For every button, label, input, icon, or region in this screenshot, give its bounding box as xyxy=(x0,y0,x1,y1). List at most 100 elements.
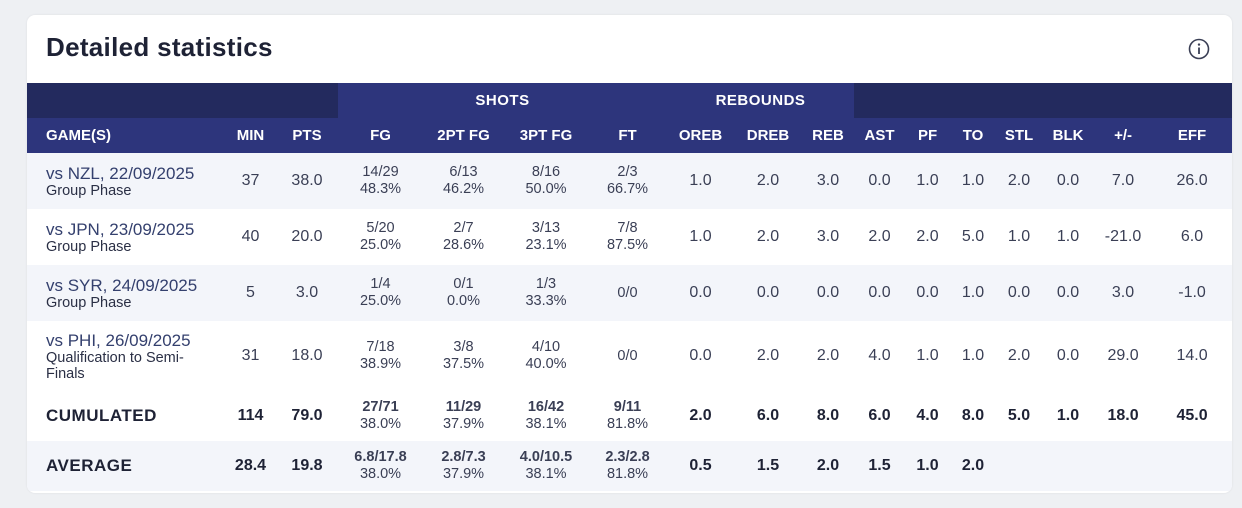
game-phase: Group Phase xyxy=(46,238,132,255)
min-cell: 28.4 xyxy=(225,441,276,491)
game-phase: Group Phase xyxy=(46,294,132,311)
plus-minus-cell: 18.0 xyxy=(1094,391,1153,441)
fg3-cell: 16/42 38.1% xyxy=(504,391,588,441)
fg2-made: 3/8 xyxy=(453,339,474,355)
to-cell: 5.0 xyxy=(950,209,997,265)
fg3-cell: 8/16 50.0% xyxy=(504,153,588,209)
ast-cell: 2.0 xyxy=(854,209,906,265)
reb-cell: 3.0 xyxy=(802,153,855,209)
fg3-pct: 40.0% xyxy=(525,356,567,372)
info-icon[interactable] xyxy=(1188,38,1210,60)
ft-cell: 9/11 81.8% xyxy=(588,391,667,441)
game-opponent[interactable]: vs NZL, 22/09/2025 xyxy=(46,163,195,183)
ft-pct: 66.7% xyxy=(606,181,649,197)
fg-pct: 25.0% xyxy=(359,237,402,253)
fg3-cell: 4.0/10.5 38.1% xyxy=(504,441,588,491)
game-opponent[interactable]: vs SYR, 24/09/2025 xyxy=(46,275,198,295)
game-phase: Qualification to Semi-Finals xyxy=(46,349,184,382)
min-cell: 31 xyxy=(225,321,276,391)
ft-cell: 0/0 xyxy=(588,321,667,391)
fg-cell: 6.8/17.8 38.0% xyxy=(338,441,423,491)
ft-made: 9/11 xyxy=(613,399,642,415)
dreb-cell: 0.0 xyxy=(734,265,802,321)
col-dreb: DREB xyxy=(734,118,802,153)
col-game: GAME(S) xyxy=(27,118,225,153)
eff-cell: 14.0 xyxy=(1152,321,1232,391)
ft-made: 2/3 xyxy=(617,164,638,180)
min-cell: 5 xyxy=(225,265,276,321)
ft-pct: 81.8% xyxy=(606,466,649,482)
game-cell: vs SYR, 24/09/2025 Group Phase xyxy=(27,265,225,321)
col-stl: STL xyxy=(996,118,1043,153)
fg-cell: 1/4 25.0% xyxy=(338,265,423,321)
cumulated-label: CUMULATED xyxy=(27,391,225,441)
to-cell: 8.0 xyxy=(950,391,997,441)
stl-cell: 0.0 xyxy=(996,265,1043,321)
fg-cell: 14/29 48.3% xyxy=(338,153,423,209)
header-group-row: SHOTS REBOUNDS xyxy=(27,83,1232,118)
to-cell: 1.0 xyxy=(950,153,997,209)
fg2-pct: 0.0% xyxy=(446,293,481,309)
header-group-rebounds: REBOUNDS xyxy=(667,83,855,118)
game-cell: vs NZL, 22/09/2025 Group Phase xyxy=(27,153,225,209)
fg3-made: 4.0/10.5 xyxy=(519,449,573,465)
fg-made: 1/4 xyxy=(370,276,391,292)
ft-made: 7/8 xyxy=(617,220,638,236)
stl-cell: 2.0 xyxy=(996,153,1043,209)
pf-cell: 1.0 xyxy=(905,153,951,209)
pts-cell: 20.0 xyxy=(276,209,338,265)
fg-cell: 27/71 38.0% xyxy=(338,391,423,441)
fg2-pct: 46.2% xyxy=(442,181,485,197)
pf-cell: 2.0 xyxy=(905,209,951,265)
dreb-cell: 2.0 xyxy=(734,321,802,391)
fg2-made: 2.8/7.3 xyxy=(441,449,486,465)
blk-cell: 0.0 xyxy=(1042,265,1095,321)
to-cell: 2.0 xyxy=(950,441,997,491)
reb-cell: 2.0 xyxy=(802,441,855,491)
table-row: vs NZL, 22/09/2025 Group Phase 37 38.0 1… xyxy=(27,153,1232,209)
oreb-cell: 0.5 xyxy=(667,441,734,491)
fg2-made: 6/13 xyxy=(449,164,478,180)
fg3-made: 1/3 xyxy=(535,276,557,292)
blk-cell: 1.0 xyxy=(1042,209,1095,265)
ast-cell: 6.0 xyxy=(854,391,906,441)
blk-cell: 0.0 xyxy=(1042,321,1095,391)
eff-cell: 6.0 xyxy=(1152,209,1232,265)
fg-pct: 38.0% xyxy=(359,416,402,432)
oreb-cell: 0.0 xyxy=(667,265,734,321)
fg2-pct: 37.9% xyxy=(442,416,485,432)
cumulated-row: CUMULATED 114 79.0 27/71 38.0% 11/29 37.9%… xyxy=(27,391,1232,441)
fg2-made: 2/7 xyxy=(453,220,474,236)
stl-cell: 5.0 xyxy=(996,391,1043,441)
ft-pct: 81.8% xyxy=(606,416,649,432)
fg-cell: 5/20 25.0% xyxy=(338,209,423,265)
game-cell: vs PHI, 26/09/2025 Qualification to Semi… xyxy=(27,321,225,391)
blk-cell xyxy=(1042,441,1095,491)
eff-cell: -1.0 xyxy=(1152,265,1232,321)
col-min: MIN xyxy=(225,118,276,153)
col-ast: AST xyxy=(854,118,906,153)
fg-pct: 38.9% xyxy=(359,356,402,372)
stl-cell xyxy=(996,441,1043,491)
fg-pct: 25.0% xyxy=(359,293,402,309)
game-opponent[interactable]: vs PHI, 26/09/2025 xyxy=(46,330,191,350)
column-header-row: GAME(S) MIN PTS FG 2PT FG 3PT FG FT OREB… xyxy=(27,118,1232,153)
eff-cell: 26.0 xyxy=(1152,153,1232,209)
game-phase: Group Phase xyxy=(46,182,132,199)
oreb-cell: 0.0 xyxy=(667,321,734,391)
stl-cell: 2.0 xyxy=(996,321,1043,391)
fg-cell: 7/18 38.9% xyxy=(338,321,423,391)
fg2-cell: 2.8/7.3 37.9% xyxy=(423,441,504,491)
min-cell: 40 xyxy=(225,209,276,265)
pts-cell: 3.0 xyxy=(276,265,338,321)
fg2-pct: 37.9% xyxy=(442,466,485,482)
ast-cell: 1.5 xyxy=(854,441,906,491)
fg-pct: 38.0% xyxy=(359,466,402,482)
fg3-made: 3/13 xyxy=(531,220,561,236)
col-pf: PF xyxy=(905,118,951,153)
game-opponent[interactable]: vs JPN, 23/09/2025 xyxy=(46,219,195,239)
fg3-pct: 50.0% xyxy=(525,181,567,197)
fg3-made: 4/10 xyxy=(531,339,561,355)
fg2-made: 11/29 xyxy=(445,399,482,415)
fg3-pct: 33.3% xyxy=(525,293,567,309)
